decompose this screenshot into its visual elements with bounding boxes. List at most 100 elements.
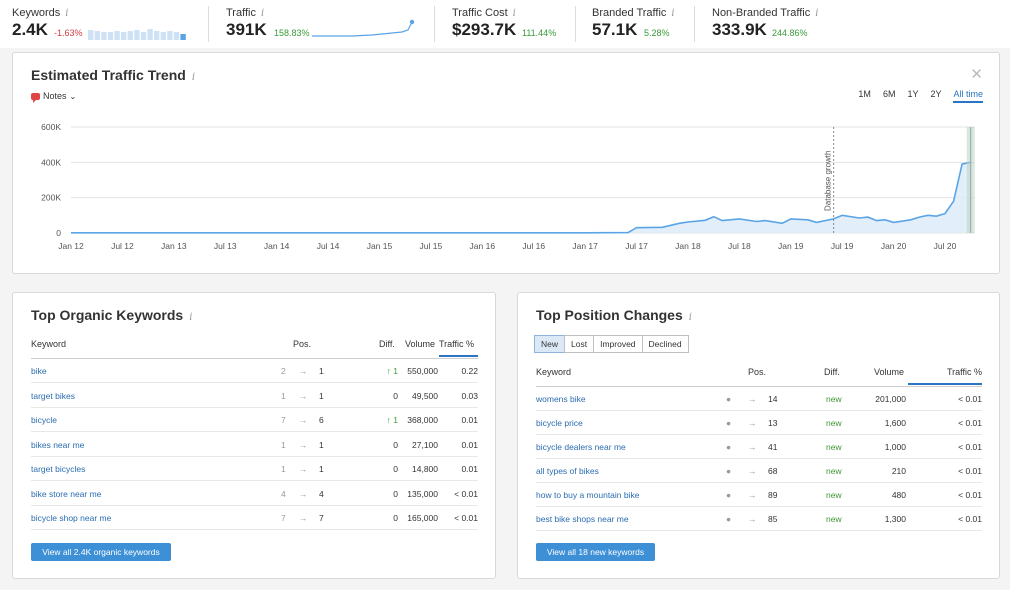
header-pos[interactable]: Pos.: [293, 339, 312, 349]
position: 41: [768, 442, 778, 452]
header-keyword[interactable]: Keyword: [31, 339, 67, 349]
dot-icon: ●: [726, 466, 732, 476]
keyword-link[interactable]: bike: [31, 366, 47, 376]
view-all-new-keywords-button[interactable]: View all 18 new keywords: [536, 543, 655, 561]
position-diff: new: [826, 394, 842, 404]
info-icon[interactable]: i: [189, 312, 193, 323]
metric-non-branded-traffic[interactable]: Non-Branded Traffic i 333.9K 244.86%: [712, 0, 852, 44]
tab-improved[interactable]: Improved: [593, 335, 643, 353]
search-volume: 14,800: [412, 464, 438, 474]
info-icon[interactable]: i: [815, 8, 819, 19]
changes-table-body: womens bike ● → 14 new 201,000 < 0.01 bicycle p…: [536, 387, 982, 531]
position-diff: 0: [393, 464, 398, 474]
header-volume[interactable]: Volume: [405, 339, 436, 349]
header-volume[interactable]: Volume: [874, 367, 905, 377]
metric-value: 391K: [226, 20, 267, 39]
range-1m[interactable]: 1M: [858, 89, 871, 99]
x-tick-label: Jan 18: [675, 241, 701, 251]
metric-label: Traffic Cost: [452, 7, 508, 19]
y-tick-label: 0: [56, 228, 61, 238]
spark-bar: [114, 31, 120, 40]
view-all-organic-button[interactable]: View all 2.4K organic keywords: [31, 543, 171, 561]
info-icon[interactable]: i: [260, 8, 265, 19]
metric-traffic[interactable]: Traffic i 391K 158.83%: [226, 0, 426, 44]
spark-bar: [94, 31, 100, 40]
info-icon[interactable]: i: [191, 72, 196, 83]
x-tick-label: Jan 13: [161, 241, 187, 251]
x-tick-label: Jan 15: [367, 241, 393, 251]
keyword-link[interactable]: bicycle: [31, 415, 57, 425]
metric-branded-traffic[interactable]: Branded Traffic i 57.1K 5.28%: [592, 0, 692, 44]
search-volume: 480: [891, 490, 906, 500]
keyword-link[interactable]: all types of bikes: [536, 466, 599, 476]
traffic-sparkline: [312, 19, 415, 37]
header-traffic[interactable]: Traffic %: [439, 339, 478, 357]
traffic-percent: 0.01: [461, 439, 478, 450]
keywords-sparkbar: [88, 29, 186, 40]
position-changes-panel: Top Position Changes i New Lost Improved …: [517, 292, 1000, 579]
header-traffic[interactable]: Traffic %: [908, 367, 982, 385]
arrow-right-icon: →: [748, 394, 757, 404]
info-icon[interactable]: i: [65, 8, 69, 19]
arrow-right-icon: →: [748, 514, 757, 524]
metric-change: 5.28%: [644, 28, 670, 38]
search-volume: 165,000: [407, 513, 438, 523]
keyword-link[interactable]: best bike shops near me: [536, 514, 629, 524]
keyword-link[interactable]: bicycle shop near me: [31, 513, 112, 523]
dot-icon: ●: [726, 418, 732, 428]
metric-label: Non-Branded Traffic: [712, 7, 811, 19]
table-row: bike 2 → 1 ↑ 1 550,000 0.22: [31, 359, 478, 383]
tab-lost[interactable]: Lost: [564, 335, 595, 353]
x-tick-label: Jul 18: [728, 241, 751, 251]
info-icon[interactable]: i: [688, 312, 692, 323]
range-2y[interactable]: 2Y: [930, 89, 942, 99]
position-diff: 0: [393, 488, 398, 499]
tab-new[interactable]: New: [534, 335, 566, 353]
keyword-link[interactable]: bicycle dealers near me: [536, 442, 626, 452]
traffic-percent: < 0.01: [958, 514, 982, 524]
header-keyword[interactable]: Keyword: [536, 367, 572, 377]
header-pos[interactable]: Pos.: [748, 367, 767, 377]
traffic-percent: < 0.01: [958, 418, 982, 428]
position: 1: [319, 366, 324, 376]
metric-traffic-cost[interactable]: Traffic Cost i $293.7K 111.44%: [452, 0, 572, 44]
keyword-link[interactable]: bicycle price: [536, 418, 583, 428]
arrow-right-icon: →: [748, 490, 757, 500]
metric-change: 244.86%: [772, 28, 808, 38]
keyword-link[interactable]: target bicycles: [31, 464, 86, 474]
notes-label: Notes: [43, 91, 67, 101]
range-all-time[interactable]: All time: [953, 89, 983, 103]
keyword-link[interactable]: target bikes: [31, 390, 75, 401]
keyword-link[interactable]: bikes near me: [31, 439, 85, 450]
arrow-right-icon: →: [299, 488, 308, 499]
info-icon[interactable]: i: [512, 8, 516, 19]
header-diff[interactable]: Diff.: [824, 367, 840, 377]
arrow-right-icon: →: [748, 466, 757, 476]
position: 85: [768, 514, 778, 524]
table-row: bicycle 7 → 6 ↑ 1 368,000 0.01: [31, 408, 478, 432]
notes-dropdown[interactable]: Notes ⌄: [31, 91, 76, 103]
traffic-trend-chart: 600K 400K 200K 0 Jan 12 Jul 12 Jan 13 Jul 13 Jan…: [41, 122, 975, 251]
keyword-link[interactable]: womens bike: [536, 394, 586, 404]
range-1y[interactable]: 1Y: [907, 89, 919, 99]
position-diff: 0: [393, 390, 398, 401]
table-row: womens bike ● → 14 new 201,000 < 0.01: [536, 387, 982, 411]
position-diff: new: [826, 514, 842, 524]
keyword-link[interactable]: bike store near me: [31, 488, 102, 499]
metric-label: Branded Traffic: [592, 7, 667, 19]
organic-keywords-panel: Top Organic Keywords i Keyword Pos. Diff.…: [12, 292, 496, 579]
keyword-link[interactable]: how to buy a mountain bike: [536, 490, 640, 500]
arrow-right-icon: →: [748, 418, 757, 428]
info-icon[interactable]: i: [671, 8, 675, 19]
range-6m[interactable]: 6M: [882, 89, 896, 99]
close-icon[interactable]: ✕: [970, 66, 983, 83]
metric-change: 158.83%: [274, 28, 310, 38]
x-tick-label: Jul 19: [831, 241, 854, 251]
table-row: best bike shops near me ● → 85 new 1,300 < 0.0…: [536, 507, 982, 531]
tab-declined[interactable]: Declined: [641, 335, 689, 353]
changes-tabs: New Lost Improved Declined: [534, 335, 689, 353]
metric-keywords[interactable]: Keywords i 2.4K -1.63%: [12, 0, 202, 44]
x-tick-label: Jan 17: [572, 241, 598, 251]
spark-bar: [121, 32, 127, 40]
header-diff[interactable]: Diff.: [379, 339, 395, 349]
